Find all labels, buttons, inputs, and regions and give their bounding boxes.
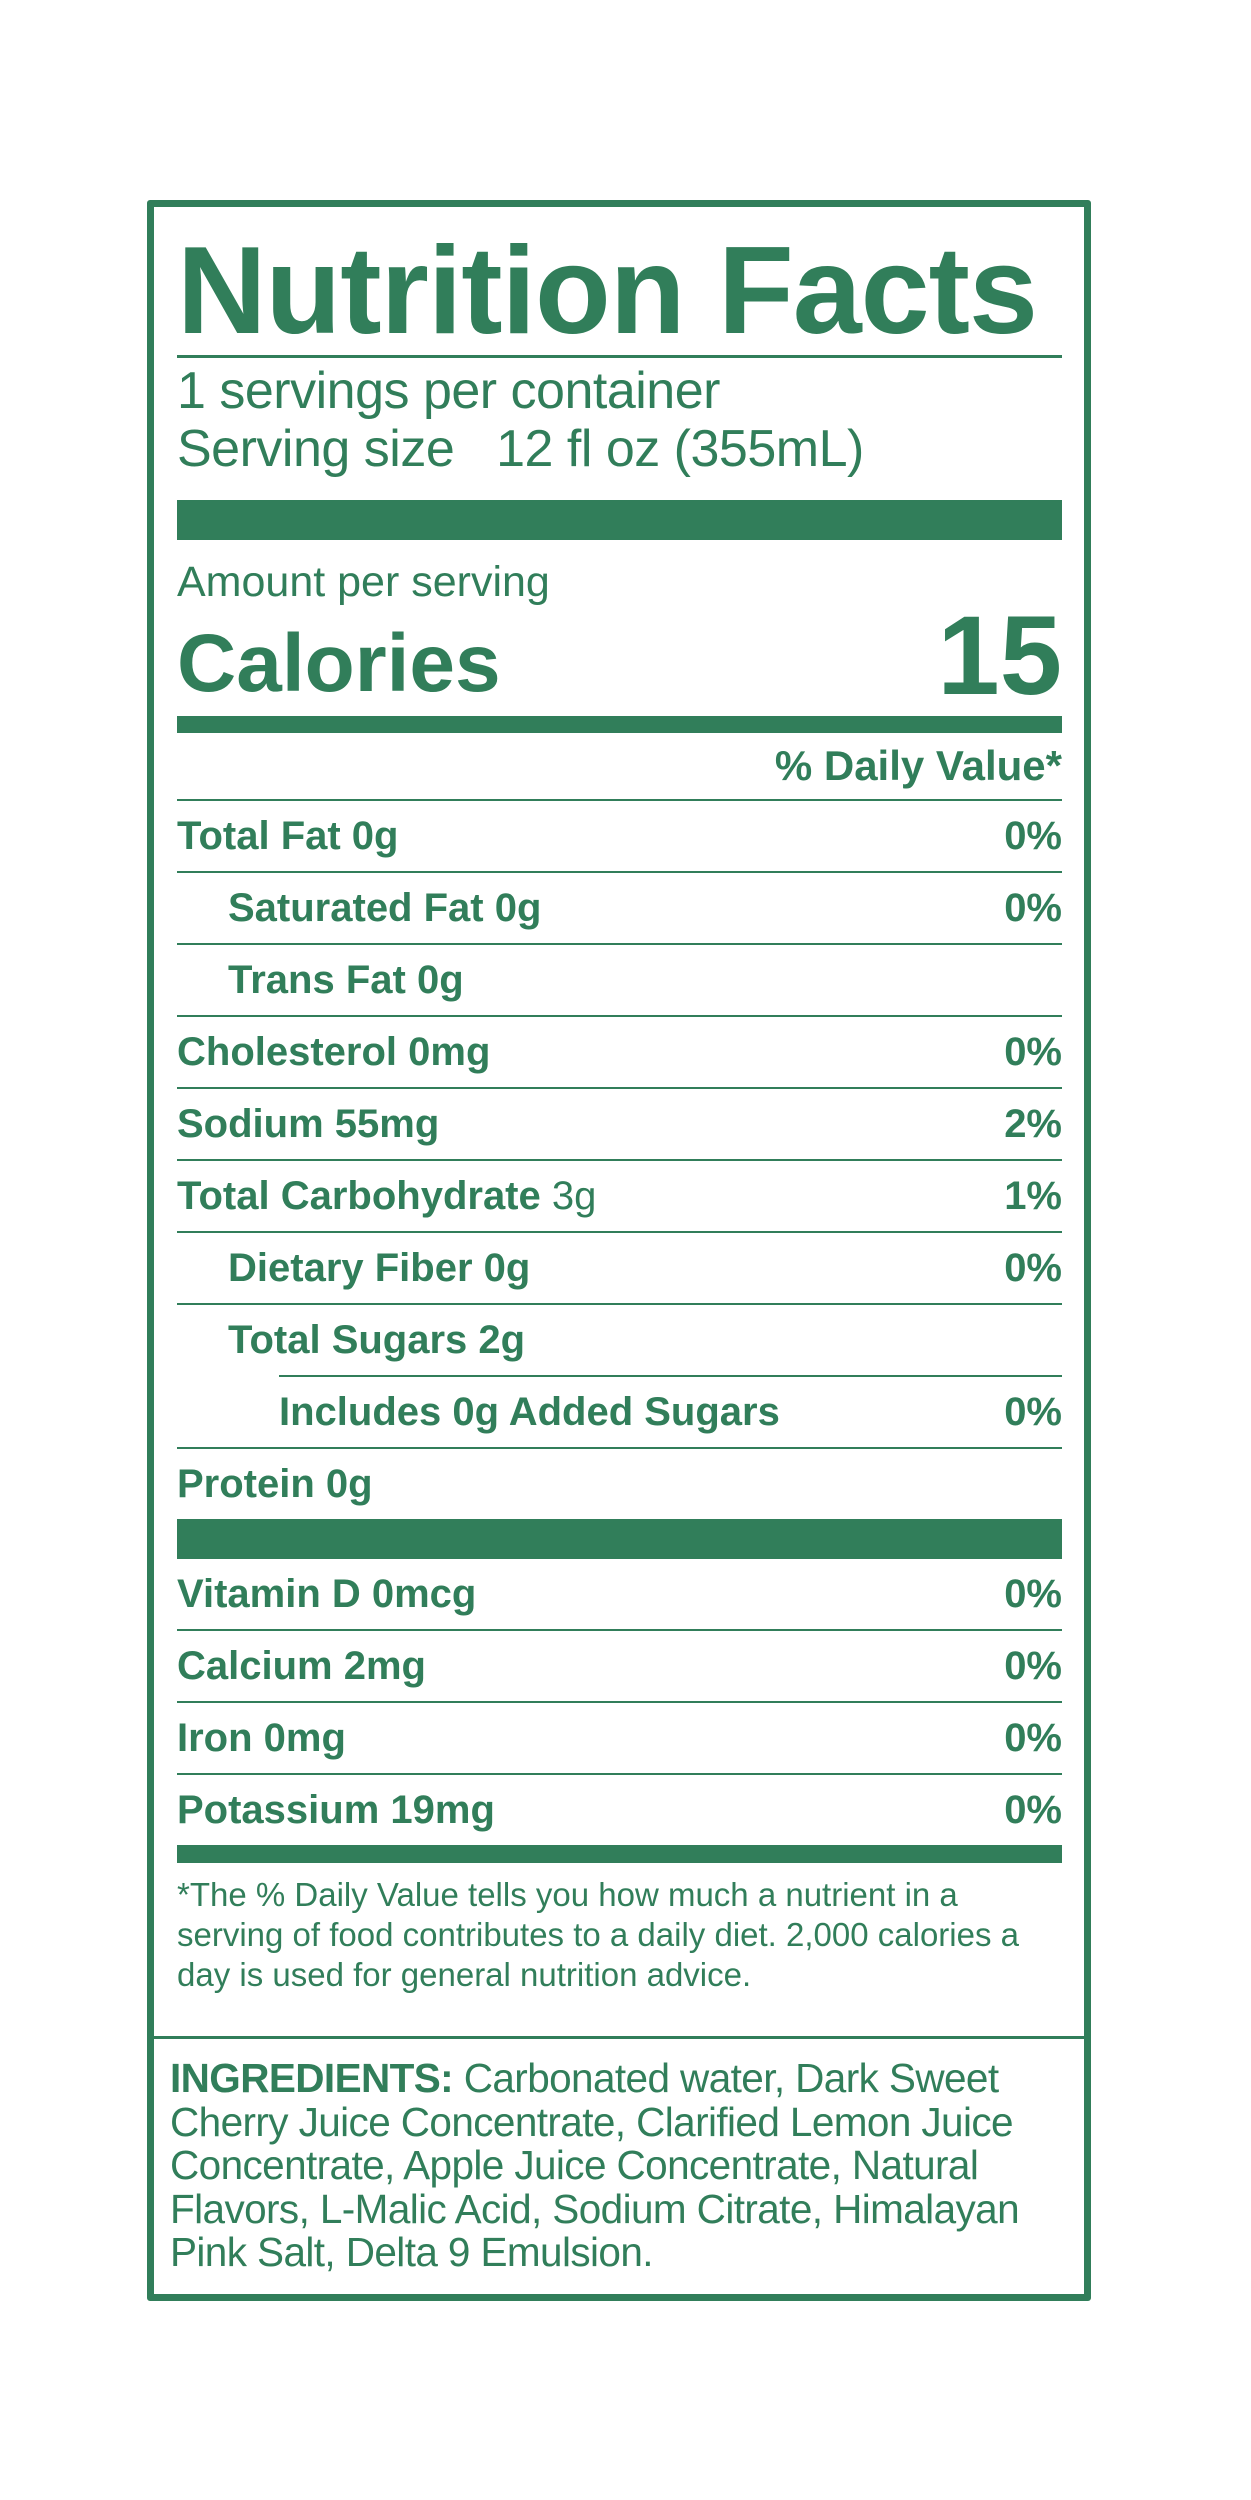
vitamin-row: Calcium 2mg 0% [177, 1629, 1062, 1701]
nutrition-facts-label: Nutrition Facts 1 servings per container… [147, 200, 1091, 2301]
divider [177, 355, 1062, 358]
thick-divider [177, 500, 1062, 540]
ingredients-label: INGREDIENTS: [170, 2055, 454, 2101]
calories-value: 15 [937, 593, 1062, 718]
nutrient-row: Total Sugars 2g [177, 1303, 1062, 1375]
thick-divider [177, 1519, 1062, 1559]
daily-value-header: % Daily Value* [774, 742, 1062, 789]
amount-per-serving: Amount per serving [177, 558, 550, 606]
daily-value-footnote: *The % Daily Value tells you how much a … [177, 1876, 1019, 1993]
serving-size-label: Serving size [177, 420, 455, 478]
calories-row: Calories 15 [177, 593, 1062, 718]
serving-size: Serving size 12 fl oz (355mL) [177, 420, 1062, 478]
vitamin-row: Vitamin D 0mcg 0% [177, 1571, 1062, 1616]
nutrient-row: Trans Fat 0g [177, 943, 1062, 1015]
nutrient-row: Includes 0g Added Sugars 0% [279, 1375, 1062, 1447]
serving-size-value: 12 fl oz (355mL) [496, 420, 864, 478]
servings-per-container: 1 servings per container [177, 362, 720, 420]
ingredients: INGREDIENTS: Carbonated water, Dark Swee… [170, 2055, 1070, 2275]
vitamin-row: Potassium 19mg 0% [177, 1773, 1062, 1845]
nutrient-row: Cholesterol 0mg 0% [177, 1015, 1062, 1087]
label-content: Nutrition Facts 1 servings per container… [177, 207, 1062, 2013]
vitamin-row: Iron 0mg 0% [177, 1701, 1062, 1773]
calories-label: Calories [177, 618, 501, 709]
nutrient-row: Protein 0g [177, 1447, 1062, 1519]
nutrient-row: Dietary Fiber 0g 0% [177, 1231, 1062, 1303]
nutrient-row: Saturated Fat 0g 0% [177, 871, 1062, 943]
nutrient-row: Total Carbohydrate 3g 1% [177, 1159, 1062, 1231]
ingredients-text: Carbonated water, Dark Sweet Cherry Juic… [170, 2055, 1020, 2275]
nutrient-row: Total Fat 0g 0% [177, 799, 1062, 871]
thick-divider [177, 716, 1062, 733]
label-title: Nutrition Facts [177, 222, 1038, 360]
ingredients-divider [154, 2036, 1084, 2039]
thick-divider [177, 1845, 1062, 1863]
nutrient-row: Sodium 55mg 2% [177, 1087, 1062, 1159]
